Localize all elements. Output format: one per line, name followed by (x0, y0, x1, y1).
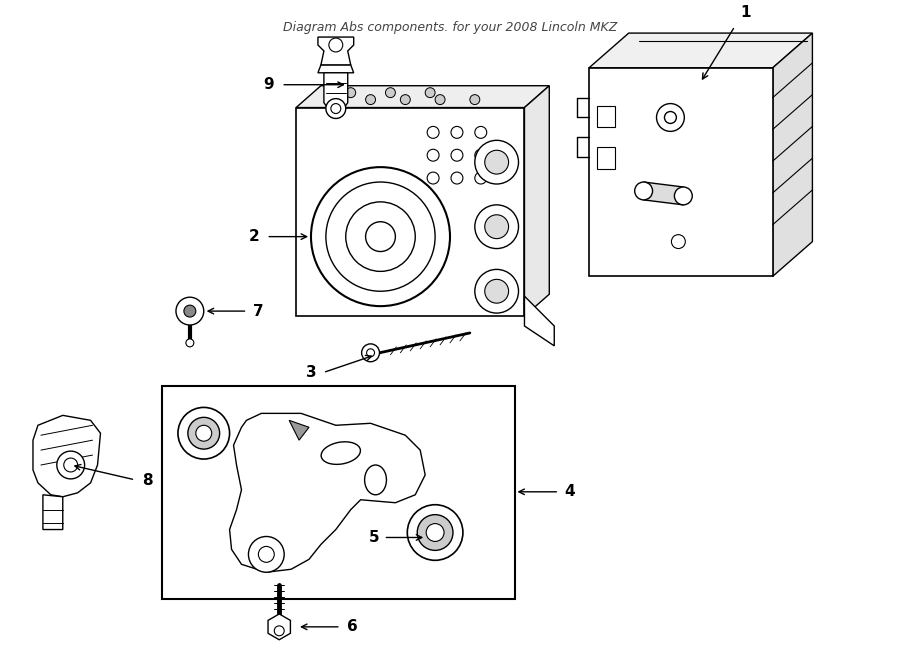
Circle shape (664, 112, 677, 124)
Polygon shape (644, 182, 683, 205)
Circle shape (475, 205, 518, 249)
Circle shape (331, 104, 341, 114)
Circle shape (311, 167, 450, 306)
Text: 3: 3 (306, 365, 317, 380)
Text: 1: 1 (740, 5, 751, 20)
Text: 9: 9 (264, 77, 274, 93)
Bar (589, 68, 773, 276)
Polygon shape (318, 37, 354, 65)
Circle shape (470, 95, 480, 104)
Circle shape (188, 417, 220, 449)
Circle shape (634, 182, 652, 200)
Circle shape (674, 187, 692, 205)
Polygon shape (525, 296, 554, 346)
Polygon shape (525, 86, 549, 316)
Polygon shape (268, 614, 291, 640)
Circle shape (248, 537, 284, 572)
Circle shape (176, 297, 203, 325)
Text: 4: 4 (564, 485, 575, 499)
Circle shape (184, 305, 196, 317)
Circle shape (385, 88, 395, 98)
Polygon shape (773, 33, 813, 276)
Bar (162, 385, 515, 599)
Circle shape (274, 626, 284, 636)
Circle shape (485, 280, 508, 303)
Circle shape (400, 95, 410, 104)
Circle shape (475, 270, 518, 313)
Circle shape (362, 344, 380, 362)
Circle shape (365, 95, 375, 104)
Circle shape (346, 88, 356, 98)
Polygon shape (230, 413, 425, 572)
Bar (597, 147, 615, 169)
Circle shape (331, 95, 341, 104)
Circle shape (366, 349, 374, 357)
Text: 5: 5 (369, 530, 380, 545)
Text: 2: 2 (248, 229, 259, 244)
Circle shape (485, 215, 508, 239)
Circle shape (427, 524, 444, 541)
Circle shape (64, 458, 77, 472)
Polygon shape (589, 33, 813, 68)
Circle shape (186, 339, 194, 347)
Circle shape (418, 515, 453, 551)
Polygon shape (33, 415, 101, 497)
Text: Diagram Abs components. for your 2008 Lincoln MKZ: Diagram Abs components. for your 2008 Li… (283, 21, 617, 34)
Circle shape (196, 425, 211, 441)
Circle shape (425, 88, 435, 98)
Text: 8: 8 (142, 473, 153, 488)
Circle shape (326, 98, 346, 118)
Polygon shape (318, 65, 354, 73)
Text: 7: 7 (254, 303, 264, 319)
Circle shape (435, 95, 445, 104)
Text: 6: 6 (346, 619, 357, 635)
Circle shape (408, 505, 463, 561)
Circle shape (656, 104, 684, 132)
Polygon shape (324, 73, 347, 108)
Circle shape (326, 182, 435, 292)
Polygon shape (289, 420, 309, 440)
Circle shape (346, 202, 415, 272)
Circle shape (57, 451, 85, 479)
Circle shape (258, 547, 274, 563)
Circle shape (365, 221, 395, 252)
Circle shape (485, 150, 508, 174)
Circle shape (178, 407, 230, 459)
Ellipse shape (321, 442, 360, 465)
Polygon shape (296, 86, 549, 108)
Bar (296, 108, 525, 316)
Circle shape (475, 140, 518, 184)
Polygon shape (43, 495, 63, 529)
Ellipse shape (364, 465, 386, 495)
Bar (597, 106, 615, 128)
